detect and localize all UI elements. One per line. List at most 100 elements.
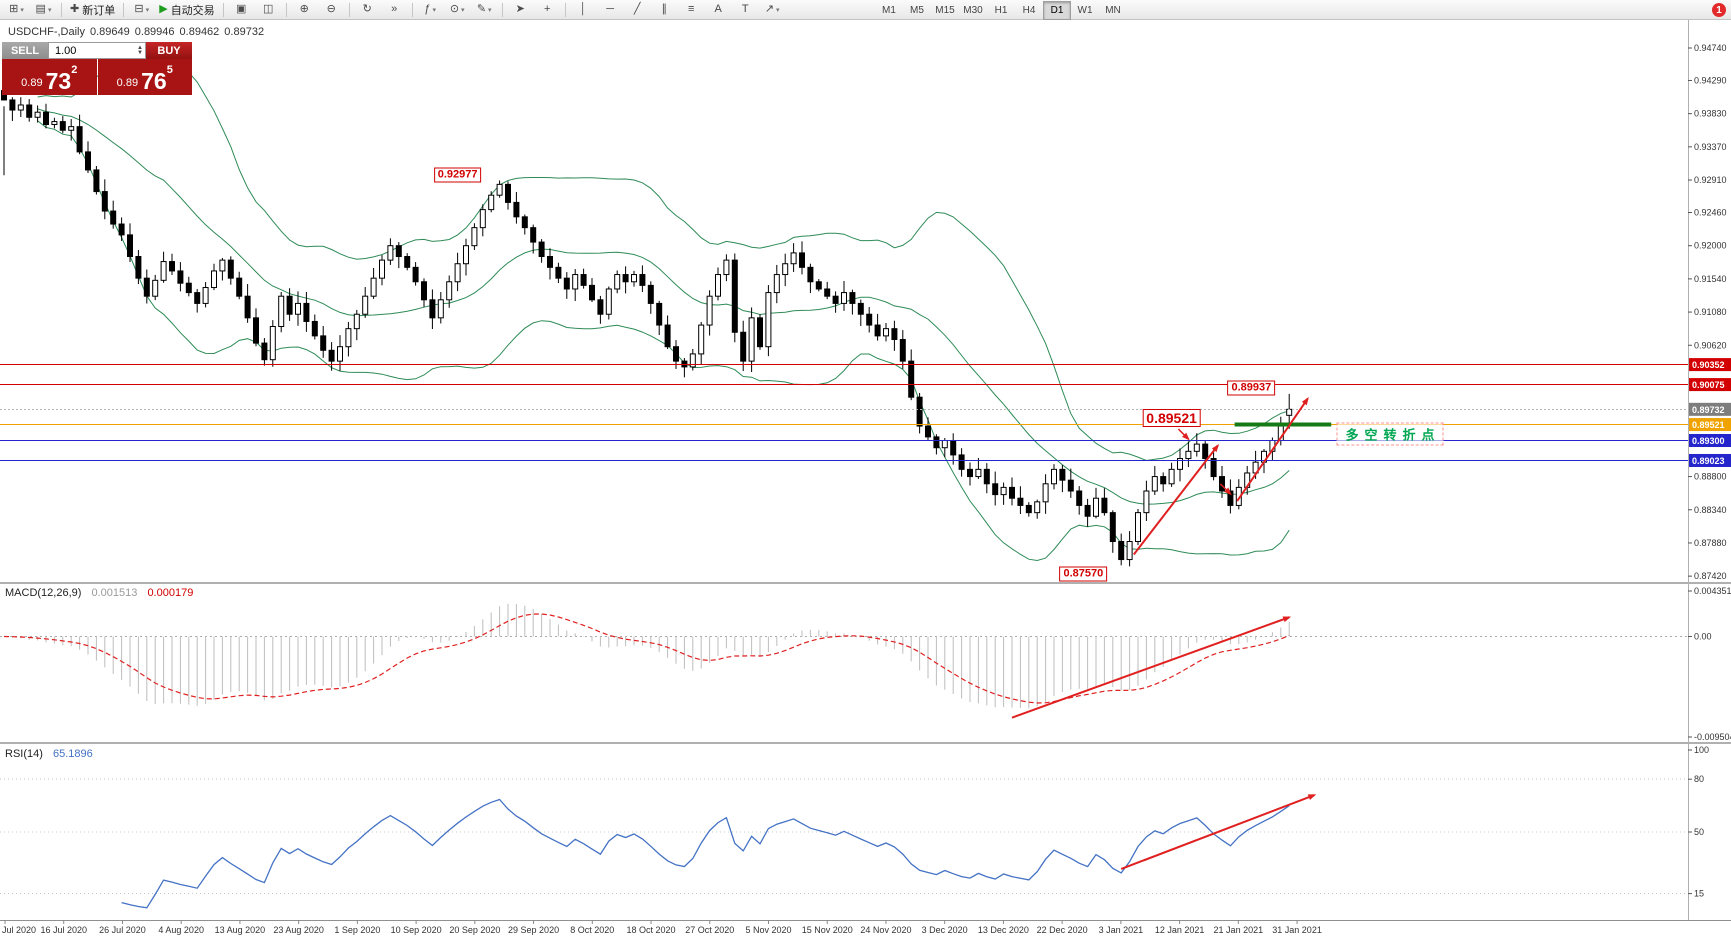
volume-down-button[interactable]: ▼: [137, 49, 143, 56]
indicators-button[interactable]: ƒ ▾: [417, 0, 444, 19]
sell-price-button[interactable]: 0.89 73 2: [2, 59, 97, 95]
macd-scale[interactable]: 0.004351 0.00 -0.009504: [1688, 586, 1731, 742]
chart-symbol-title: USDCHF-,Daily 0.89649 0.89946 0.89462 0.8973…: [8, 26, 269, 38]
timeframe-m15[interactable]: M15: [935, 5, 955, 16]
time-axis[interactable]: Jul 2020 16 Jul 2020 26 Jul 2020 4 Aug 2020…: [2, 920, 1322, 935]
cursor-icon: ➤: [515, 3, 525, 15]
svg-text:0.87420: 0.87420: [1694, 571, 1727, 581]
sell-button[interactable]: SELL: [2, 42, 48, 59]
auto-trading-button[interactable]: ▶ 自动交易: [155, 0, 218, 19]
trendline-button[interactable]: ╱: [624, 0, 651, 19]
timeframe-m5[interactable]: M5: [910, 5, 924, 16]
horizontal-line-button[interactable]: ─: [597, 0, 624, 19]
chart-shift-button[interactable]: »: [381, 0, 408, 19]
periods-button[interactable]: ⊙ ▾: [444, 0, 471, 19]
svg-text:0.88800: 0.88800: [1694, 472, 1727, 482]
chart-canvas[interactable]: 0.94740 0.94290 0.93830 0.93370 0.92910 0.924…: [0, 20, 1731, 942]
svg-text:24 Nov 2020: 24 Nov 2020: [860, 925, 911, 935]
one-click-trading-panel: SELL 1.00 ▲ ▼ BUY 0.89 73 2 0.89 76 5: [2, 42, 192, 95]
svg-text:21 Jan 2021: 21 Jan 2021: [1214, 925, 1264, 935]
fibonacci-button[interactable]: ≡: [678, 0, 705, 19]
candlestick-series[interactable]: [1, 90, 1293, 567]
zoom-out-icon: ⊖: [326, 3, 336, 15]
timeframe-m1[interactable]: M1: [882, 5, 896, 16]
text-button[interactable]: A: [705, 0, 732, 19]
svg-text:3 Jan 2021: 3 Jan 2021: [1099, 925, 1144, 935]
channel-icon: ∥: [661, 3, 667, 15]
notification-badge[interactable]: 1: [1712, 3, 1726, 17]
template-icon: ✎: [476, 3, 487, 15]
auto-trading-button-label: 自动交易: [170, 4, 215, 17]
price-scale[interactable]: 0.94740 0.94290 0.93830 0.93370 0.92910 0.924…: [1688, 43, 1731, 581]
svg-text:12 Jan 2021: 12 Jan 2021: [1155, 925, 1205, 935]
svg-text:23 Aug 2020: 23 Aug 2020: [273, 925, 324, 935]
channel-button[interactable]: ∥: [651, 0, 678, 19]
zoom-out-button[interactable]: ⊖: [318, 0, 345, 19]
arrow-icon: ↗: [764, 3, 775, 15]
sell-price-big: 73: [45, 68, 72, 94]
svg-text:0.91080: 0.91080: [1694, 307, 1727, 317]
cursor-button[interactable]: ➤: [507, 0, 534, 19]
svg-text:0.90075: 0.90075: [1692, 380, 1725, 390]
arrows-button[interactable]: ↗ ▾: [759, 0, 786, 19]
cascade-icon: ▣: [235, 3, 247, 15]
templates-button[interactable]: ✎ ▾: [471, 0, 498, 19]
auto-scroll-button[interactable]: ↻: [354, 0, 381, 19]
fibonacci-icon: ≡: [687, 3, 695, 15]
buy-price-button[interactable]: 0.89 76 5: [97, 59, 192, 95]
crosshair-button[interactable]: +: [534, 0, 561, 19]
new-order-button-label: 新订单: [82, 4, 116, 17]
ohlc-open: 0.89649: [90, 26, 130, 38]
new-chart-button[interactable]: ⊞ ▾: [3, 0, 30, 19]
buy-button[interactable]: BUY: [146, 42, 192, 59]
clock-icon: ⊙: [449, 3, 460, 15]
macd-pane[interactable]: [3, 603, 1290, 709]
ohlc-high: 0.89946: [134, 26, 175, 38]
volume-value[interactable]: 1.00: [55, 44, 77, 57]
volume-input[interactable]: 1.00 ▲ ▼: [48, 42, 146, 59]
svg-text:Jul 2020: Jul 2020: [2, 925, 36, 935]
vertical-line-button[interactable]: │: [570, 0, 597, 19]
label-button[interactable]: T: [732, 0, 759, 19]
new-order-button[interactable]: ✚ 新订单: [66, 0, 119, 19]
toolbar-separator: [61, 2, 62, 17]
chevron-down-icon: ▾: [488, 6, 492, 14]
svg-text:31 Jan 2021: 31 Jan 2021: [1272, 925, 1322, 935]
new-order-icon: ✚: [70, 3, 80, 15]
timeframe-h1[interactable]: H1: [994, 5, 1008, 16]
bull-bear-turning-point-note: 多空转折点: [1336, 422, 1444, 446]
macd-signal-value: 0.000179: [147, 587, 194, 599]
timeframe-d1[interactable]: D1: [1043, 1, 1071, 20]
timeframe-m30[interactable]: M30: [963, 5, 983, 16]
timeframe-h4[interactable]: H4: [1022, 5, 1036, 16]
text-icon: A: [714, 3, 722, 15]
main-price-pane[interactable]: [1, 43, 1293, 567]
toolbar-separator: [123, 2, 125, 17]
svg-text:0.93370: 0.93370: [1694, 142, 1727, 152]
tile-windows-button[interactable]: ◫: [255, 0, 282, 19]
profiles-button[interactable]: ▤ ▾: [30, 0, 57, 19]
svg-text:100: 100: [1694, 745, 1709, 755]
cascade-windows-button[interactable]: ▣: [228, 0, 255, 19]
rsi-pane[interactable]: [121, 798, 1290, 909]
horizontal-level-lines[interactable]: [0, 364, 1688, 461]
macd-signal-line: [3, 613, 1290, 704]
price-callout: 0.87570: [1059, 566, 1108, 582]
rsi-scale[interactable]: 100 80 50 15: [1688, 745, 1709, 899]
svg-text:50: 50: [1694, 827, 1704, 837]
chevron-down-icon: ▾: [145, 6, 150, 14]
svg-text:15 Nov 2020: 15 Nov 2020: [802, 925, 853, 935]
svg-text:0.87880: 0.87880: [1694, 538, 1727, 548]
svg-text:16 Jul 2020: 16 Jul 2020: [40, 925, 87, 935]
label-icon: T: [741, 3, 749, 15]
timeframe-mn[interactable]: MN: [1105, 5, 1121, 16]
chart-list-button[interactable]: ⊟ ▾: [128, 0, 155, 19]
bollinger-bands[interactable]: [37, 43, 1290, 562]
volume-up-button[interactable]: ▲: [137, 44, 143, 51]
svg-text:0.88340: 0.88340: [1694, 505, 1727, 515]
svg-text:22 Dec 2020: 22 Dec 2020: [1037, 925, 1088, 935]
zoom-in-button[interactable]: ⊕: [291, 0, 318, 19]
timeframe-w1[interactable]: W1: [1077, 5, 1093, 16]
rsi-trend-arrow: [1120, 794, 1317, 870]
chart-shift-icon: »: [391, 3, 398, 15]
